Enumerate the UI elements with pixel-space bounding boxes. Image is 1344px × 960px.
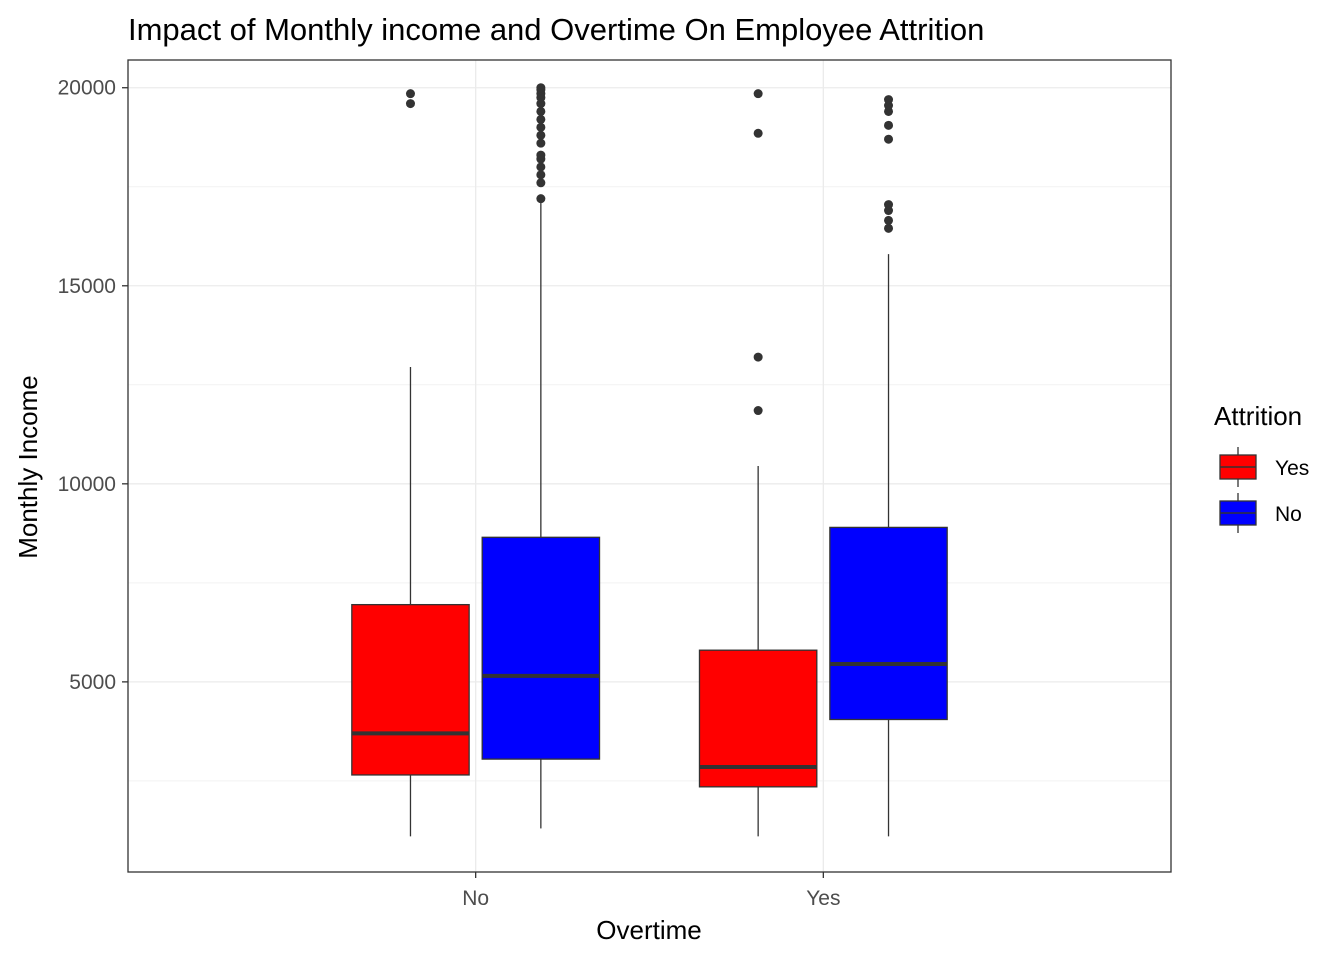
x-tick-label: No — [462, 887, 489, 910]
outlier-point — [405, 99, 415, 109]
box-yes-no — [351, 89, 470, 837]
outlier-point — [536, 162, 546, 172]
outlier-point — [536, 170, 546, 180]
outlier-point — [753, 352, 763, 362]
outlier-point — [884, 215, 894, 225]
outlier-point — [536, 83, 546, 93]
outlier-point — [536, 178, 546, 188]
outlier-point — [405, 89, 415, 99]
box-no-no — [481, 83, 601, 829]
outlier-point — [753, 128, 763, 138]
outlier-point — [536, 130, 546, 140]
box-body — [829, 526, 948, 721]
outlier-point — [753, 406, 763, 416]
y-tick-label: 5000 — [69, 671, 116, 694]
outlier-point — [884, 95, 894, 105]
outlier-point — [536, 194, 546, 204]
x-tick-label: Yes — [806, 887, 840, 910]
outlier-point — [884, 200, 894, 210]
box-body — [481, 536, 601, 760]
box-no-yes — [829, 95, 948, 837]
legend-label: Yes — [1275, 457, 1309, 480]
outlier-point — [536, 106, 546, 116]
y-axis-title: Monthly Income — [13, 375, 43, 559]
legend-label: No — [1275, 503, 1302, 526]
y-tick-label: 10000 — [58, 473, 116, 496]
outlier-point — [884, 120, 894, 130]
legend: Attrition Yes No — [1214, 401, 1309, 533]
x-axis-title: Overtime — [596, 915, 701, 945]
outlier-point — [536, 122, 546, 132]
box-yes-yes — [698, 89, 818, 837]
outlier-point — [884, 134, 894, 144]
legend-item-yes: Yes — [1219, 447, 1309, 487]
outlier-point — [536, 138, 546, 148]
outlier-point — [536, 150, 546, 160]
box-body — [698, 649, 818, 788]
chart-title: Impact of Monthly income and Overtime On… — [128, 12, 984, 47]
y-axis: 5000 10000 15000 20000 — [58, 77, 128, 694]
x-axis: No Yes — [462, 872, 840, 910]
legend-title: Attrition — [1214, 401, 1302, 431]
y-tick-label: 15000 — [58, 275, 116, 298]
outlier-point — [536, 114, 546, 124]
panel-border — [127, 59, 1172, 873]
outlier-point — [753, 89, 763, 99]
grid — [128, 60, 1171, 872]
plot-area — [351, 83, 948, 837]
outlier-point — [884, 223, 894, 233]
box-body — [351, 603, 470, 776]
y-tick-label: 20000 — [58, 77, 116, 100]
legend-item-no: No — [1219, 493, 1302, 533]
